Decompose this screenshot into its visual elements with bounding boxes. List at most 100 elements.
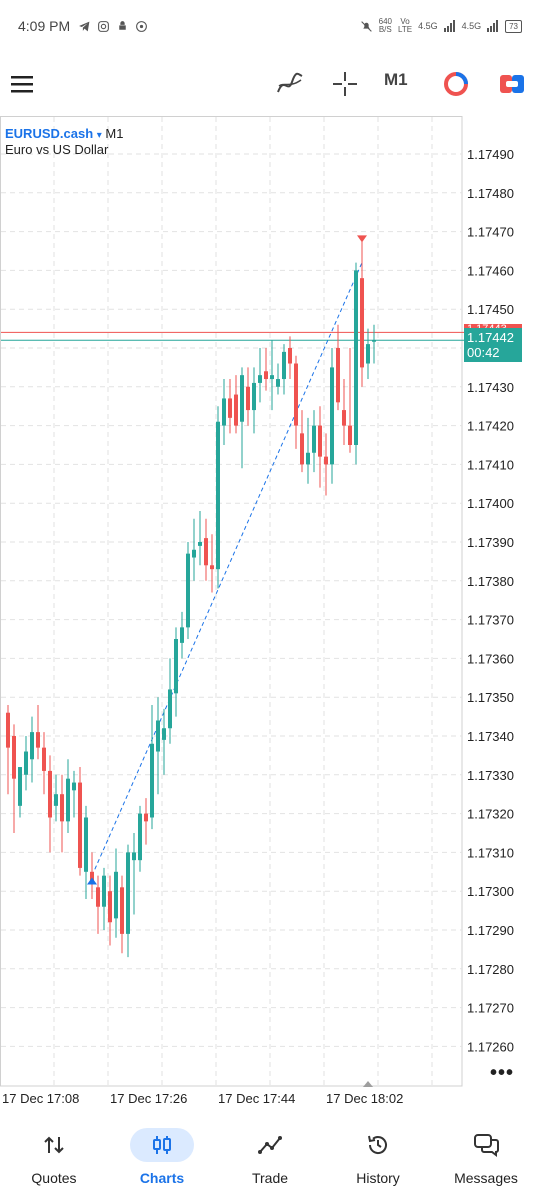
indicators-button[interactable] (272, 66, 308, 102)
nav-trade-icon-wrap (238, 1128, 302, 1162)
new-order-button[interactable] (494, 66, 530, 102)
candle-bullish (72, 770, 76, 818)
symbol-header[interactable]: EURUSD.cash ▾ M1 (5, 126, 123, 141)
candle-bearish (246, 367, 250, 426)
instagram-icon (98, 20, 110, 32)
nav-trade-label: Trade (251, 1170, 289, 1186)
candle-bullish (366, 328, 370, 380)
status-time: 4:09 PM (18, 18, 71, 34)
y-axis-tick-label: 1.17270 (467, 1001, 514, 1016)
candle-bullish (84, 805, 88, 899)
nav-charts[interactable]: Charts (108, 1118, 216, 1200)
candle-bearish (90, 852, 94, 899)
y-axis-tick-label: 1.17420 (467, 419, 514, 434)
hamburger-icon (11, 76, 33, 93)
candle-body (168, 689, 172, 729)
telegram-icon (79, 21, 90, 31)
candle-bearish (264, 348, 268, 391)
candle-bearish (288, 336, 292, 380)
nav-messages[interactable]: Messages (432, 1118, 540, 1200)
candle-body (162, 728, 166, 740)
candle-body (120, 887, 124, 934)
status-icons-right: 640 B/S Vo LTE 4.5G 4.5G 73 (360, 18, 522, 34)
nav-quotes-label: Quotes (31, 1170, 77, 1186)
nav-quotes[interactable]: Quotes (0, 1118, 108, 1200)
candle-bullish (354, 262, 358, 465)
bid-price-label: 1.17442 (467, 330, 514, 346)
candle-body (54, 794, 58, 806)
chart-shift-marker[interactable] (363, 1081, 373, 1087)
y-axis-tick-label: 1.17360 (467, 651, 514, 666)
x-axis-tick-label: 17 Dec 18:02 (326, 1091, 403, 1106)
candle-body (36, 732, 40, 748)
symbol-dropdown-arrow[interactable]: ▾ (96, 130, 102, 141)
candle-bearish (228, 379, 232, 434)
y-axis-tick-label: 1.17320 (467, 807, 514, 822)
candle-bullish (114, 848, 118, 938)
candle-body (324, 456, 328, 465)
candle-body (366, 344, 370, 364)
candle-bullish (258, 348, 262, 403)
candle-bearish (6, 704, 10, 795)
candle-bullish (168, 658, 172, 744)
nav-history-label: History (356, 1170, 400, 1186)
crosshair-button[interactable] (327, 66, 363, 102)
whatsapp-icon (136, 20, 148, 32)
nav-history-icon-wrap (346, 1128, 410, 1162)
candle-body (294, 363, 298, 426)
candle-body (126, 852, 130, 934)
candle-body (210, 565, 214, 570)
buy-arrow-icon (87, 877, 97, 885)
y-axis-tick-label: 1.17490 (467, 147, 514, 162)
price-chart[interactable]: 1.17490 1.17480 1.17470 1.17460 1.17450 1.174… (0, 116, 540, 1116)
candle-bearish (360, 239, 364, 387)
candle-bullish (198, 510, 202, 566)
candle-bearish (48, 755, 52, 853)
candle-body (24, 751, 28, 775)
net-speed: 640 B/S (379, 18, 392, 34)
candle-bullish (186, 542, 190, 639)
candle-body (138, 813, 142, 861)
y-axis-tick-label: 1.17470 (467, 225, 514, 240)
signal-bars-icon (487, 20, 499, 32)
sell-arrow-icon (357, 235, 367, 243)
candle-body (276, 379, 280, 387)
trade-line-icon (258, 1136, 282, 1154)
candle-bearish (318, 406, 322, 488)
candle-body (192, 549, 196, 558)
candle-bearish (96, 875, 100, 934)
candle-body (330, 367, 334, 465)
volte: Vo LTE (398, 18, 412, 34)
candle-bullish (372, 324, 376, 364)
candle-bullish (66, 759, 70, 833)
candle-bearish (300, 410, 304, 473)
one-click-trading-icon (444, 72, 468, 96)
candle-body (246, 386, 250, 411)
one-click-trading-button[interactable] (438, 66, 474, 102)
nav-trade[interactable]: Trade (216, 1118, 324, 1200)
y-axis-tick-label: 1.17410 (467, 457, 514, 472)
candle-bullish (216, 406, 220, 589)
candle-body (228, 398, 232, 418)
y-axis-tick-label: 1.17390 (467, 535, 514, 550)
candle-bearish (342, 379, 346, 445)
y-axis-tick-label: 1.17330 (467, 768, 514, 783)
nav-history[interactable]: History (324, 1118, 432, 1200)
net-speed-unit: B/S (378, 25, 392, 34)
bar-countdown: 00:42 (467, 345, 500, 361)
bottom-navigation: Quotes Charts Trade History Messages (0, 1118, 540, 1200)
candle-bullish (132, 833, 136, 915)
candle-body (156, 720, 160, 752)
candle-body (222, 398, 226, 426)
trend-line[interactable] (91, 262, 363, 876)
candle-bullish (282, 344, 286, 395)
candle-bearish (108, 875, 112, 946)
menu-button[interactable] (4, 66, 40, 102)
chart-more-button[interactable]: ••• (490, 1062, 515, 1084)
symbol-description: Euro vs US Dollar (5, 142, 109, 157)
candle-body (12, 736, 16, 779)
symbol-name[interactable]: EURUSD.cash (5, 126, 94, 141)
timeframe-button[interactable]: M1 (384, 70, 408, 89)
nav-messages-icon-wrap (454, 1128, 518, 1162)
